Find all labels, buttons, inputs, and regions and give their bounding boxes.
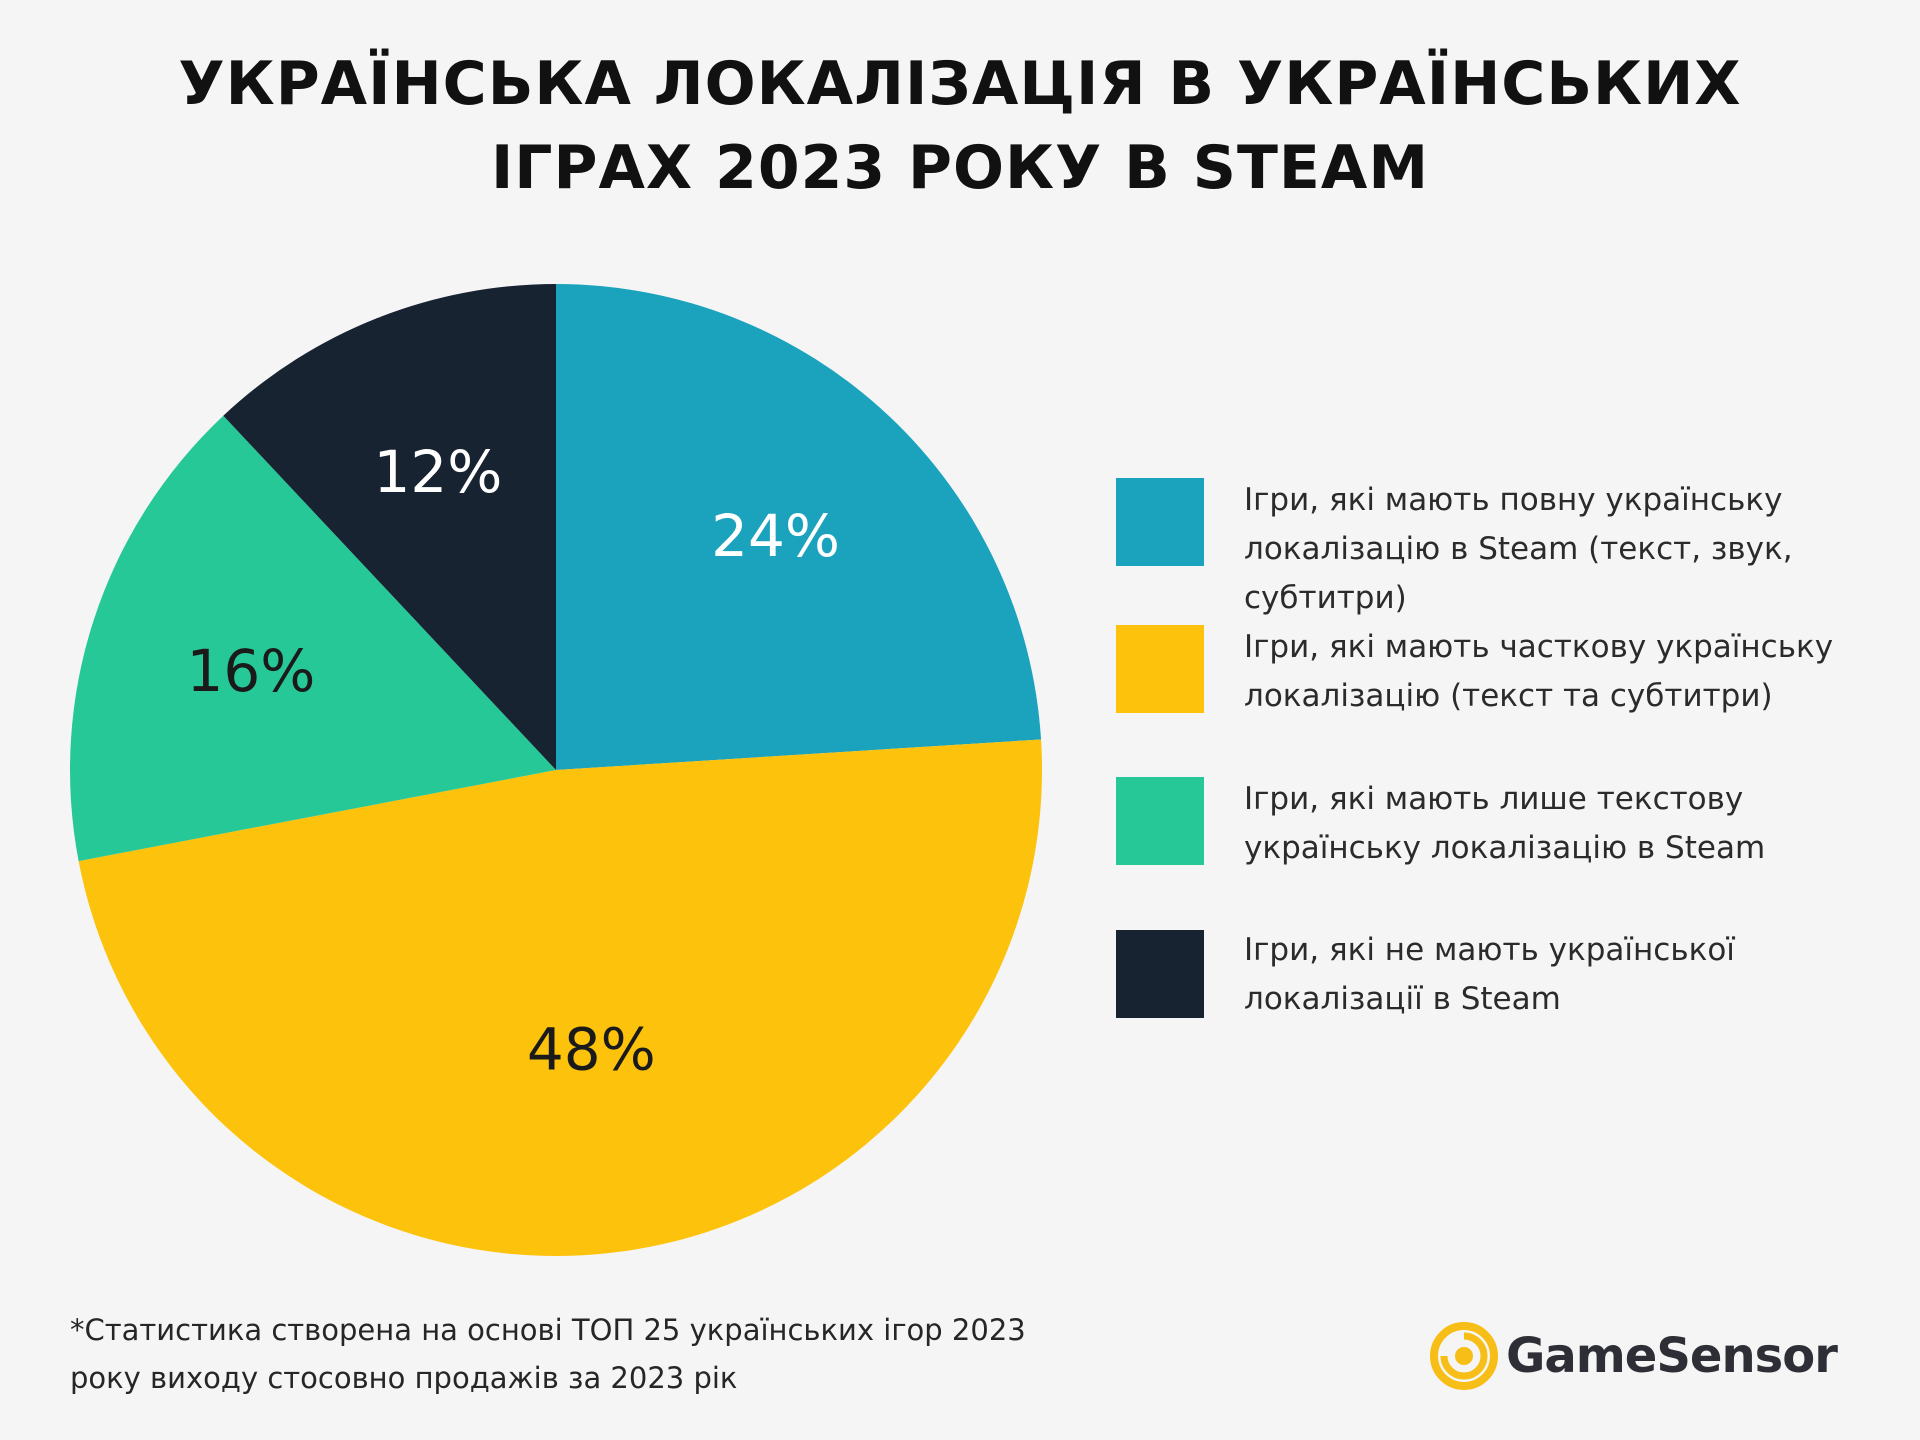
footnote-line: року виходу стосовно продажів за 2023 рі… bbox=[70, 1361, 738, 1395]
footnote: *Статистика створена на основі ТОП 25 ук… bbox=[70, 1306, 1050, 1402]
legend-label-line: українську локалізацію в Steam bbox=[1244, 830, 1766, 866]
pie-label-full-localization: 24% bbox=[711, 502, 840, 570]
pie-label-text-only-localization: 16% bbox=[186, 637, 315, 705]
legend-label-full-localization: Ігри, які мають повну українську локаліз… bbox=[1244, 476, 1884, 623]
gamesensor-logo-text: GameSensor bbox=[1506, 1328, 1838, 1384]
legend-swatch-no-localization bbox=[1116, 930, 1204, 1018]
chart-title-line-1: УКРАЇНСЬКА ЛОКАЛІЗАЦІЯ В УКРАЇНСЬКИХ bbox=[178, 49, 1742, 119]
legend-label-line: локалізацію в Steam (текст, звук, bbox=[1244, 531, 1793, 567]
gamesensor-logo: GameSensor bbox=[1430, 1316, 1850, 1396]
legend-label-line: Ігри, які мають повну українську bbox=[1244, 482, 1783, 518]
pie-slice-text-only-localization bbox=[70, 415, 557, 862]
legend-swatch-partial-localization bbox=[1116, 625, 1204, 713]
legend-label-no-localization: Ігри, які не мають української локалізац… bbox=[1244, 926, 1884, 1024]
legend-label-line: локалізацію (текст та субтитри) bbox=[1244, 678, 1773, 714]
gamesensor-logo-icon bbox=[1430, 1322, 1498, 1390]
legend-label-line: Ігри, які не мають української bbox=[1244, 932, 1735, 968]
legend-label-partial-localization: Ігри, які мають часткову українську лока… bbox=[1244, 623, 1884, 721]
legend-swatch-text-only-localization bbox=[1116, 777, 1204, 865]
legend-swatch-full-localization bbox=[1116, 478, 1204, 566]
chart-title-line-2: ІГРАХ 2023 РОКУ В STEAM bbox=[490, 133, 1430, 203]
pie-slice-partial-localization bbox=[78, 739, 1042, 1256]
legend-label-line: субтитри) bbox=[1244, 580, 1407, 616]
legend-label-text-only-localization: Ігри, які мають лише текстову українську… bbox=[1244, 775, 1884, 873]
legend-label-line: Ігри, які мають лише текстову bbox=[1244, 781, 1744, 817]
chart-title: УКРАЇНСЬКА ЛОКАЛІЗАЦІЯ В УКРАЇНСЬКИХ ІГР… bbox=[0, 42, 1920, 210]
pie-slice-no-localization bbox=[223, 284, 556, 770]
pie-label-partial-localization: 48% bbox=[527, 1016, 656, 1084]
legend-label-line: Ігри, які мають часткову українську bbox=[1244, 629, 1834, 665]
footnote-line: *Статистика створена на основі ТОП 25 ук… bbox=[70, 1313, 1026, 1347]
pie-slice-full-localization bbox=[556, 284, 1042, 770]
pie-label-no-localization: 12% bbox=[373, 438, 502, 506]
legend-label-line: локалізації в Steam bbox=[1244, 981, 1561, 1017]
